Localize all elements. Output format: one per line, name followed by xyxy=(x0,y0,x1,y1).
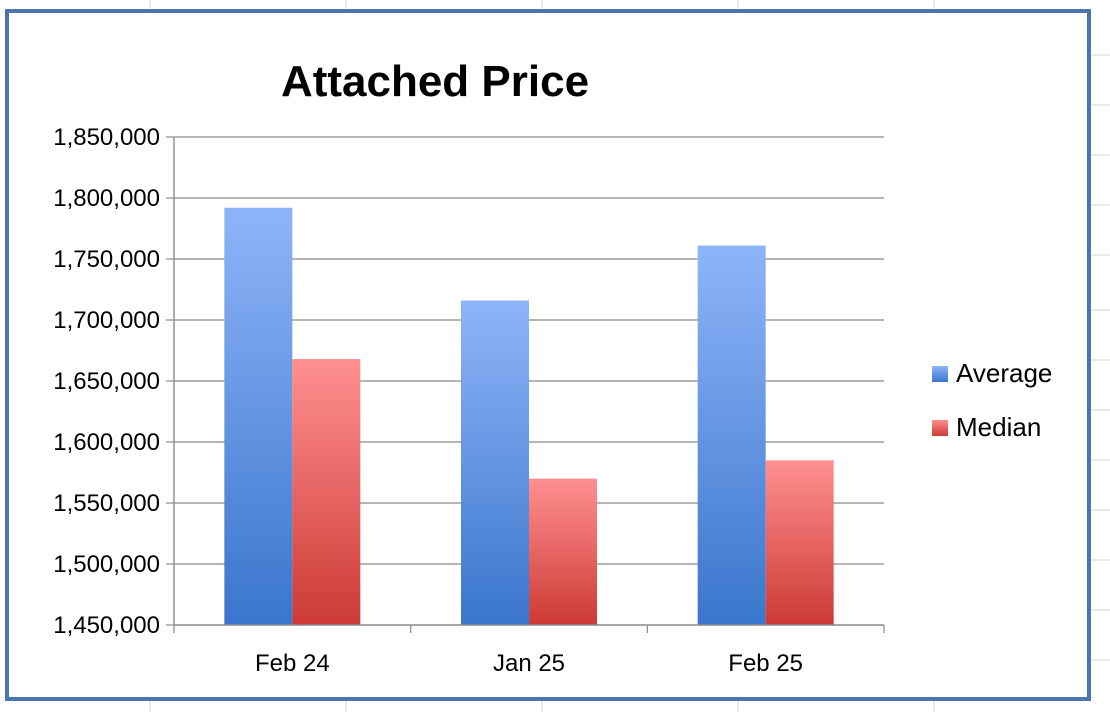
bar-median-3[interactable] xyxy=(765,460,834,625)
y-tick-label: 1,450,000 xyxy=(53,612,160,639)
y-tick-label: 1,850,000 xyxy=(53,124,160,151)
legend-label-median: Median xyxy=(956,412,1041,442)
y-tick-label: 1,550,000 xyxy=(53,490,160,517)
bar-median-1[interactable] xyxy=(292,359,361,625)
y-tick-label: 1,700,000 xyxy=(53,307,160,334)
legend-label-average: Average xyxy=(956,358,1052,388)
y-tick-label: 1,750,000 xyxy=(53,246,160,273)
x-tick-label: Feb 25 xyxy=(728,650,803,677)
bar-average-1[interactable] xyxy=(224,207,293,625)
y-tick-label: 1,600,000 xyxy=(53,429,160,456)
legend-swatch-average xyxy=(932,366,948,382)
legend-swatch-median xyxy=(932,420,948,436)
bar-average-2[interactable] xyxy=(461,300,529,625)
x-tick-label: Feb 24 xyxy=(255,650,330,677)
y-tick-label: 1,800,000 xyxy=(53,185,160,212)
bar-median-2[interactable] xyxy=(529,478,597,625)
chart-title: Attached Price xyxy=(281,57,589,106)
x-tick-label: Jan 25 xyxy=(493,650,565,677)
y-tick-label: 1,500,000 xyxy=(53,551,160,578)
y-tick-label: 1,650,000 xyxy=(53,368,160,395)
bar-average-3[interactable] xyxy=(697,245,766,625)
